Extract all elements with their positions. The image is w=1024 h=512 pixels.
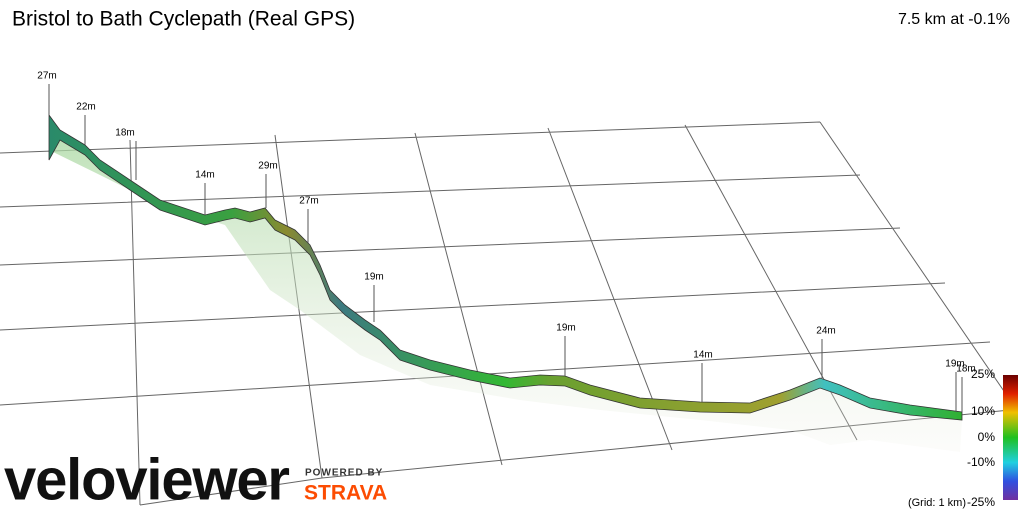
elevation-label: 24m <box>816 326 835 337</box>
legend-tick: 25% <box>971 367 995 381</box>
profile-shadow <box>49 125 962 452</box>
profile <box>48 113 963 421</box>
summary: 7.5 km at -0.1% <box>898 11 1010 28</box>
title: Bristol to Bath Cyclepath (Real GPS) <box>12 8 355 31</box>
powered-by: POWERED BY <box>305 468 383 479</box>
elevation-label: 22m <box>76 102 95 113</box>
legend-tick: 0% <box>978 430 996 444</box>
elevation-label: 19m <box>364 272 383 283</box>
elevation-label: 27m <box>299 196 318 207</box>
legend-tick: -10% <box>967 455 995 469</box>
elevation-label: 18m <box>115 128 134 139</box>
strava: STRAVA <box>304 482 387 505</box>
legend-tick: -25% <box>967 495 995 509</box>
elevation-label: 19m <box>556 323 575 334</box>
elevation-label: 29m <box>258 161 277 172</box>
elevation-label: 27m <box>37 71 56 82</box>
elevation-label: 19m <box>945 359 964 370</box>
gradient-bar <box>1003 375 1018 500</box>
logo: veloviewer <box>4 447 289 512</box>
grid-note: (Grid: 1 km) <box>908 497 966 509</box>
elevation-label: 14m <box>693 350 712 361</box>
elevation-label: 14m <box>195 170 214 181</box>
gradient-legend: 25% 10% 0% -10% -25% <box>967 367 995 509</box>
legend-tick: 10% <box>971 404 995 418</box>
elevation-label: 18m <box>956 364 975 375</box>
